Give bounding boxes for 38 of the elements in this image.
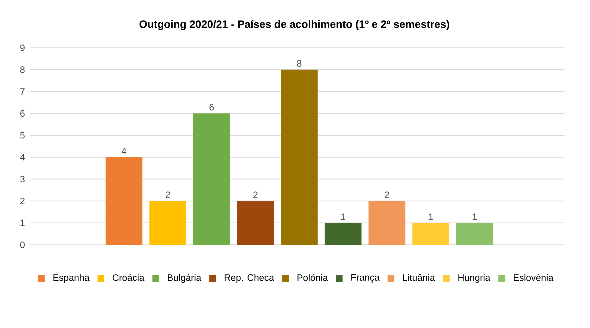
data-label: 4 [122,148,127,155]
bar [324,223,362,245]
legend-label: Espanha [54,274,90,283]
bar [237,201,274,245]
y-tick-label: 0 [20,242,25,248]
y-tick-label: 2 [20,198,25,204]
legend-label: Hungria [458,274,491,283]
legend-label: Polónia [298,274,328,282]
data-label: 1 [472,214,477,220]
data-label: 6 [210,104,214,111]
y-tick-label: 9 [20,44,25,52]
legend-label: Bulgária [168,274,202,284]
bar [150,201,186,245]
data-label: 2 [385,192,390,198]
chart-title: Outgoing 2020/21 - Países de acolhimento (1º e 2º semestres) [140,20,450,30]
data-label: 2 [254,192,258,198]
bar [368,201,406,245]
bar [412,223,450,245]
legend-label: França [352,274,380,283]
y-tick-label: 6 [20,110,25,117]
y-tick-label: 5 [20,132,25,139]
bar [281,70,318,245]
legend-label: Eslovénia [514,274,554,282]
bar [106,157,143,245]
data-label: 2 [166,192,170,198]
data-label: 1 [341,214,346,220]
y-tick-label: 8 [20,66,25,74]
bar [456,223,494,245]
data-label: 1 [429,214,434,220]
y-tick-label: 1 [20,220,25,226]
bar [193,114,230,245]
y-tick-label: 7 [20,88,25,95]
legend-label: Rep. Checa [224,274,274,283]
legend-label: Lituânia [403,274,436,282]
y-tick-label: 3 [20,176,25,183]
legend-label: Croácia [112,274,145,282]
data-label: 8 [297,60,302,67]
y-tick-label: 4 [20,154,26,161]
